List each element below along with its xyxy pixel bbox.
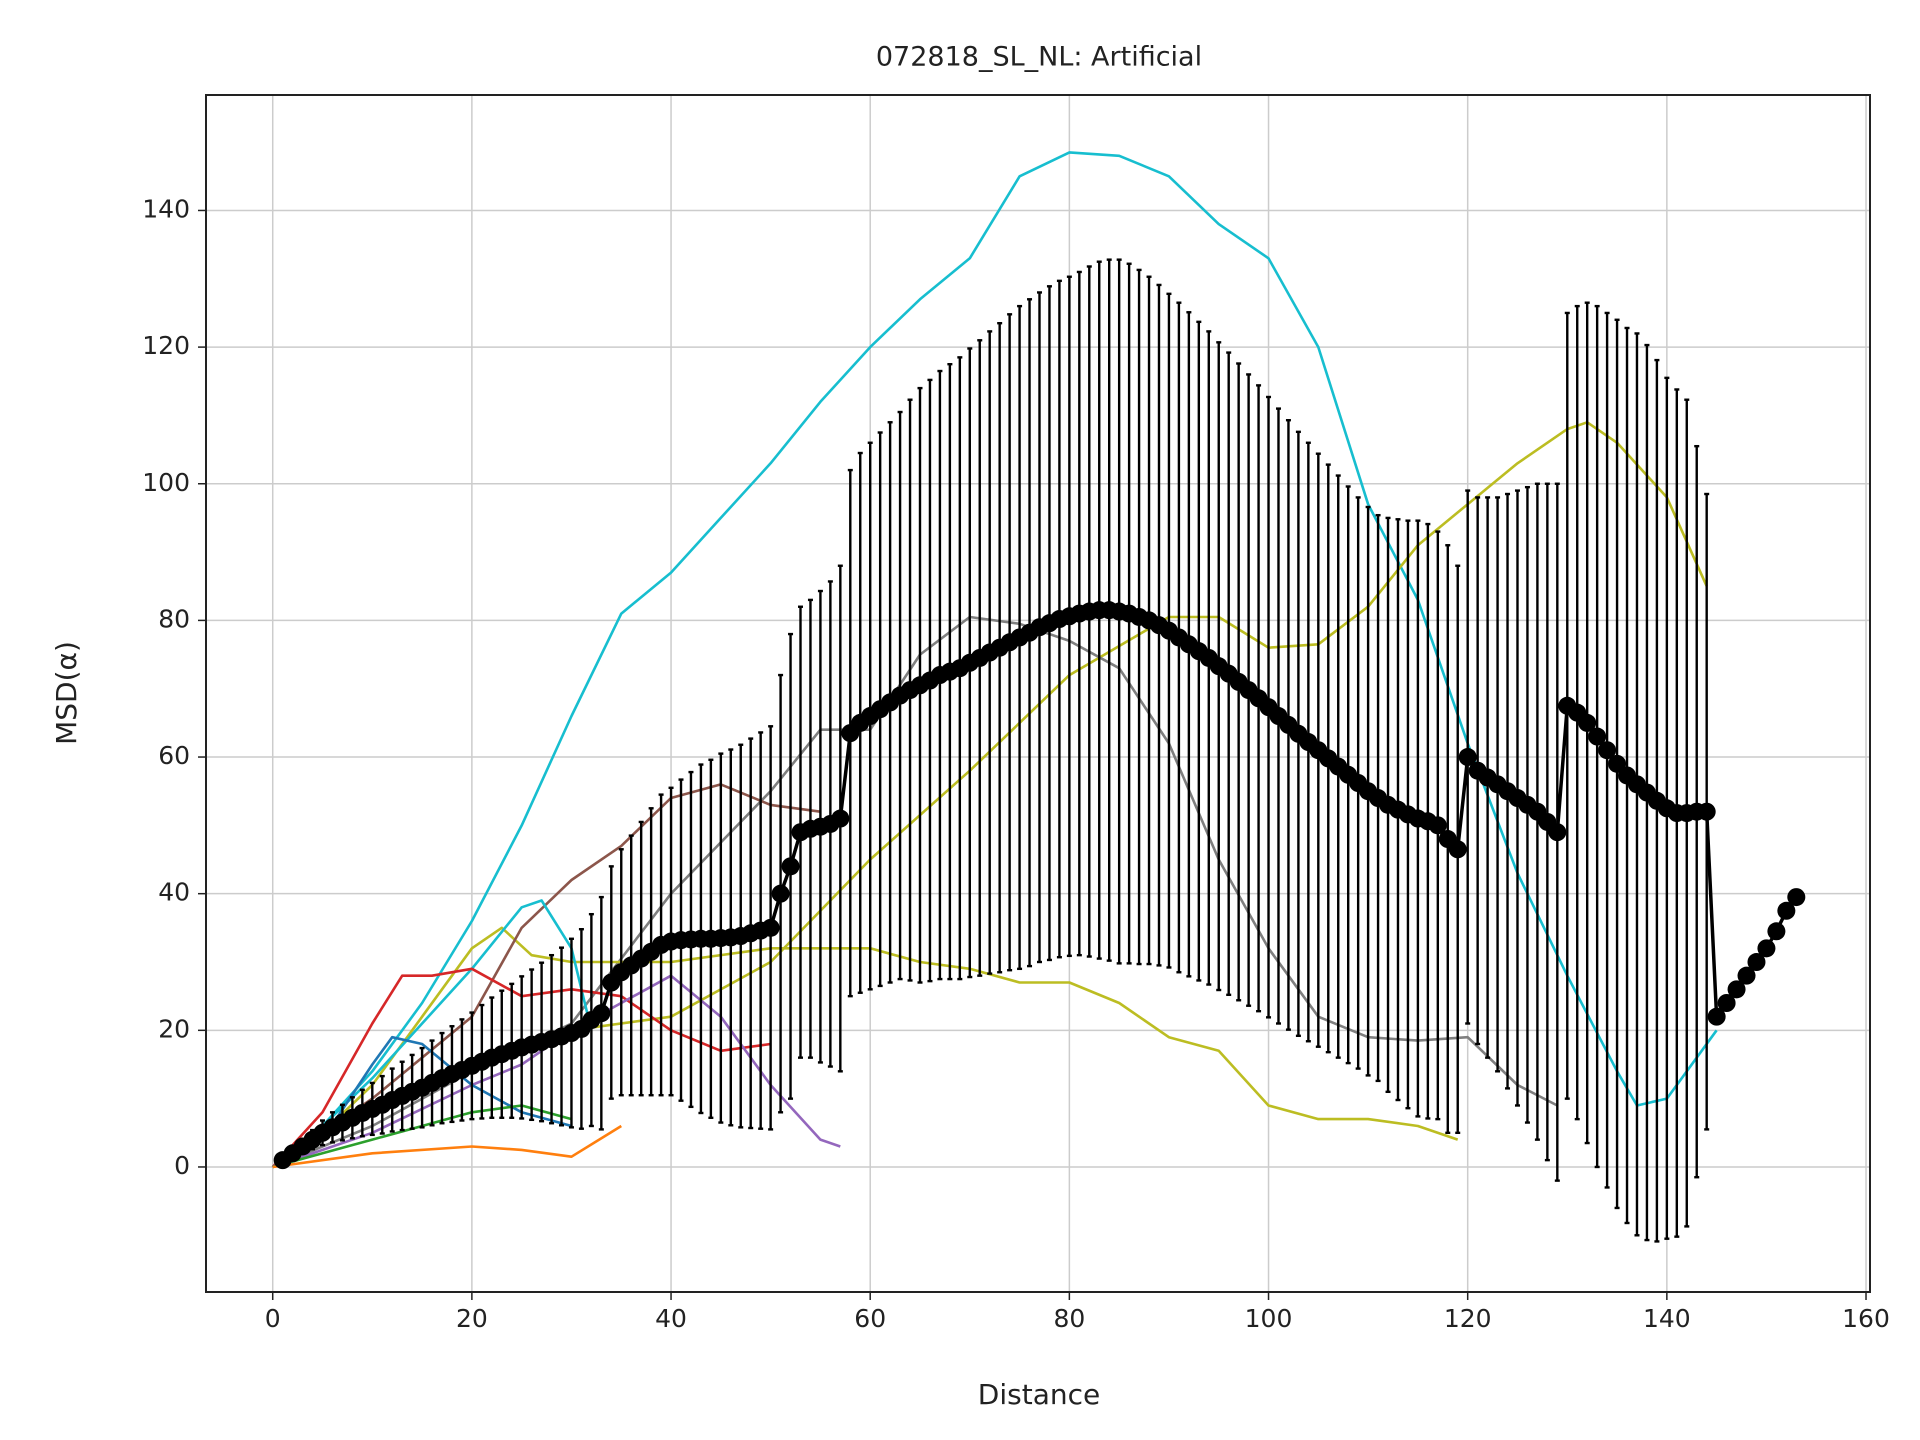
y-tick-label: 80 [158,604,190,633]
series-line [271,926,1459,1169]
mean-marker [781,857,800,876]
series-line [272,615,1558,1169]
mean-marker [831,809,850,828]
series-line [272,1124,622,1169]
mean-marker [1548,823,1567,842]
y-tick-label: 40 [158,878,190,907]
mean-marker [1428,816,1447,835]
x-tick-label: 20 [456,1304,488,1333]
mean-marker [1598,741,1617,760]
mean-marker [1757,939,1776,958]
x-axis-label: Distance [978,1378,1100,1411]
mean-marker [771,884,790,903]
x-tick-label: 40 [655,1304,687,1333]
mean-marker [1458,748,1477,767]
mean-marker [1767,922,1786,941]
mean-marker [1697,802,1716,821]
y-tick-label: 20 [158,1014,190,1043]
y-tick-label: 0 [174,1151,190,1180]
mean-marker [1448,840,1467,859]
mean-marker [1747,953,1766,972]
mean-marker [1578,713,1597,732]
y-tick-label: 60 [158,741,190,770]
x-tick-label: 0 [265,1304,281,1333]
x-tick-label: 160 [1842,1304,1890,1333]
mean-marker [1777,901,1796,920]
mean-marker [1717,993,1736,1012]
mean-marker [592,1004,611,1023]
mean-marker [761,918,780,937]
series-line [271,967,771,1168]
mean-marker [1707,1007,1726,1026]
x-tick-label: 100 [1245,1304,1293,1333]
y-tick-label: 100 [142,468,190,497]
series-line [272,974,841,1169]
y-tick-label: 120 [142,331,190,360]
plot-frame [205,94,1871,1293]
mean-marker [1588,727,1607,746]
mean-marker [1737,966,1756,985]
mean-marker [1727,980,1746,999]
y-tick-label: 140 [142,194,190,223]
x-tick-label: 140 [1643,1304,1691,1333]
x-tick-label: 120 [1444,1304,1492,1333]
y-axis-label: MSD(α) [50,641,83,745]
mean-marker [1787,888,1806,907]
x-tick-label: 80 [1053,1304,1085,1333]
chart-title: 072818_SL_NL: Artificial [876,42,1202,73]
x-tick-label: 60 [854,1304,886,1333]
